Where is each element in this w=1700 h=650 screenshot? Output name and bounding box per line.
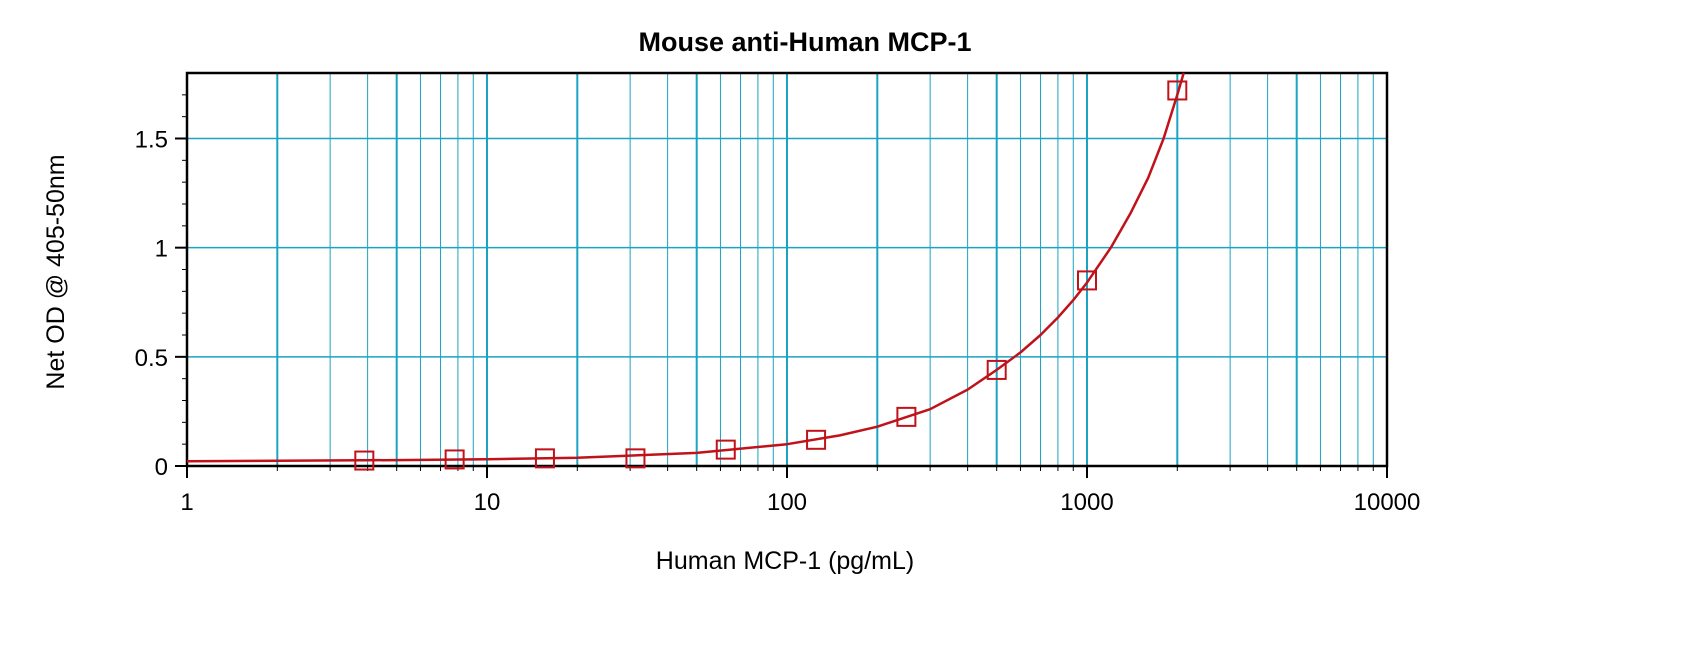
- y-tick-label: 1.5: [135, 127, 168, 154]
- grid-lines: [187, 73, 1387, 466]
- data-point: [444, 449, 465, 470]
- y-axis-label: Net OD @ 405-50nm: [42, 154, 70, 389]
- data-point: [534, 448, 555, 469]
- fit-curve-layer: [186, 72, 1185, 463]
- data-points: [354, 80, 1188, 471]
- y-axis-ticks: 0 0.5 1 1.5: [135, 127, 187, 481]
- data-point: [896, 406, 917, 427]
- x-tick-label: 1000: [1060, 489, 1113, 516]
- data-point: [806, 429, 827, 450]
- y-tick-label: 0.5: [135, 345, 168, 372]
- minor-ticks: [182, 94, 1374, 471]
- fit-curve: [186, 72, 1185, 463]
- y-tick-label: 0: [155, 454, 168, 481]
- chart-title: Mouse anti-Human MCP-1: [638, 27, 971, 57]
- data-point: [625, 448, 646, 469]
- data-point: [354, 450, 375, 471]
- data-point: [1167, 80, 1188, 101]
- x-axis-label: Human MCP-1 (pg/mL): [656, 547, 914, 575]
- y-tick-label: 1: [155, 236, 168, 263]
- x-tick-label: 10000: [1354, 489, 1421, 516]
- x-tick-label: 1: [180, 489, 193, 516]
- x-tick-label: 10: [474, 489, 501, 516]
- x-tick-label: 100: [767, 489, 807, 516]
- data-point: [1077, 270, 1097, 291]
- data-point: [715, 439, 736, 460]
- data-point: [986, 359, 1007, 380]
- x-axis-ticks: 1 10 100 1000 10000: [180, 466, 1420, 516]
